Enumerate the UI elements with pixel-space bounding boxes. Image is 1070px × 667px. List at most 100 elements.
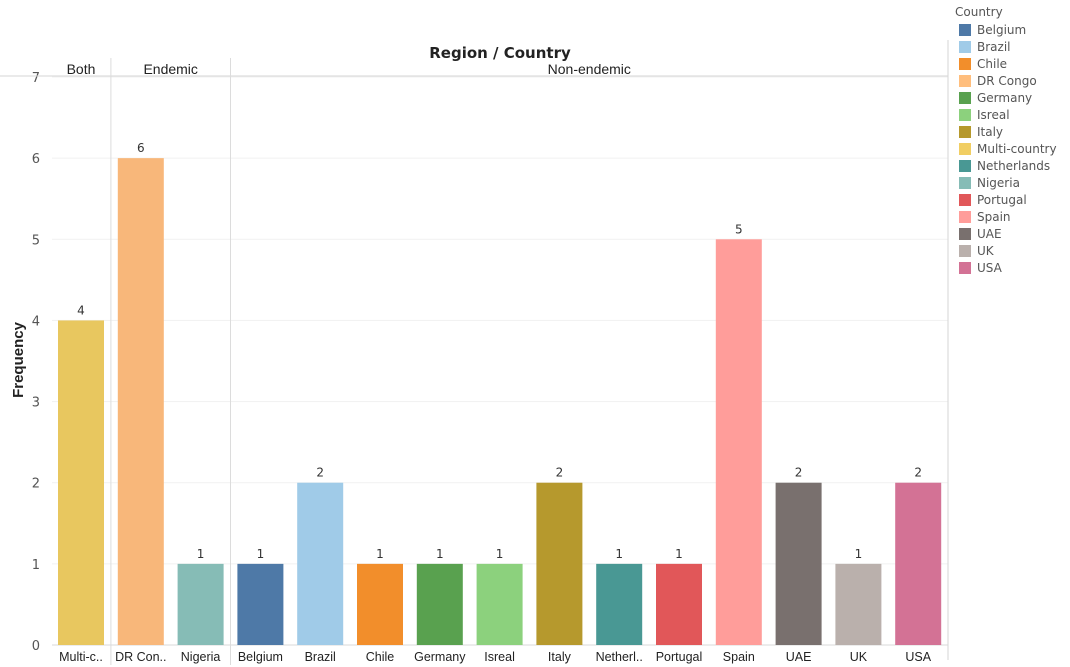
legend-item[interactable]: Brazil	[955, 38, 1067, 55]
legend-label: Germany	[977, 90, 1033, 105]
legend-item[interactable]: Italy	[955, 123, 1067, 140]
legend-label: Portugal	[977, 192, 1027, 207]
bars	[58, 158, 942, 646]
legend-swatch	[959, 125, 971, 138]
legend-label: UAE	[977, 226, 1002, 241]
legend-label: Belgium	[977, 22, 1027, 37]
y-tick-label: 7	[32, 71, 40, 86]
data-label: 2	[795, 466, 803, 480]
bar	[416, 563, 463, 645]
legend-item[interactable]: Belgium	[955, 21, 1067, 38]
legend-item[interactable]: Portugal	[955, 191, 1067, 208]
legend-items: Belgium Brazil Chile DR Congo Germany Isreal I…	[955, 21, 1067, 276]
region-label: Endemic	[143, 61, 197, 77]
legend-label: Spain	[977, 209, 1011, 224]
bar	[835, 563, 882, 645]
y-tick-label: 3	[32, 396, 40, 411]
legend-item[interactable]: UAE	[955, 225, 1067, 242]
legend-label: Multi-country	[977, 141, 1057, 156]
category-labels: Multi-c.. DR Con.. Nigeria Belgium Brazil Chi…	[59, 650, 932, 664]
legend-item[interactable]: UK	[955, 242, 1067, 259]
data-label: 1	[615, 547, 623, 561]
legend-label: Isreal	[977, 107, 1010, 122]
legend-label: Nigeria	[977, 175, 1020, 190]
legend-swatch	[959, 244, 971, 257]
category-label: DR Con..	[115, 650, 166, 664]
data-label: 2	[556, 466, 564, 480]
legend-swatch	[959, 57, 971, 70]
legend-item[interactable]: Multi-country	[955, 140, 1067, 157]
legend-swatch	[959, 40, 971, 53]
bar	[775, 482, 822, 645]
legend-swatch	[959, 227, 971, 240]
legend-item[interactable]: Germany	[955, 89, 1067, 106]
legend-item[interactable]: Nigeria	[955, 174, 1067, 191]
category-label: Germany	[414, 650, 466, 664]
data-label: 1	[675, 547, 683, 561]
legend-item[interactable]: Netherlands	[955, 157, 1067, 174]
y-axis-label: Frequency	[10, 321, 27, 398]
data-label: 1	[376, 547, 384, 561]
legend-swatch	[959, 176, 971, 189]
bar	[357, 563, 403, 645]
legend-swatch	[959, 74, 971, 87]
category-label: USA	[905, 650, 931, 664]
value-labels: 4 6 1 1 2 1 1 1 2 1 1 5 2 1 2	[77, 141, 922, 561]
legend-label: Italy	[977, 124, 1004, 139]
bar	[58, 320, 104, 645]
legend-swatch	[959, 193, 971, 206]
region-label: Non-endemic	[548, 61, 631, 77]
legend-swatch	[959, 23, 971, 36]
region-headers: Both Endemic Non-endemic	[0, 40, 949, 665]
bar	[117, 158, 164, 645]
legend-item[interactable]: Isreal	[955, 106, 1067, 123]
legend-label: USA	[977, 260, 1002, 275]
category-label: Netherl..	[596, 650, 643, 664]
category-label: Spain	[723, 650, 755, 664]
bar-chart: 0 1 2 3 4 5 6 7 Frequency Region / Country Both…	[0, 40, 949, 665]
y-tick-label: 0	[32, 639, 40, 654]
legend-swatch	[959, 210, 971, 223]
region-label: Both	[67, 61, 96, 77]
bar	[476, 563, 523, 645]
bar	[536, 482, 583, 645]
y-axis-ticks: 0 1 2 3 4 5 6 7	[32, 71, 40, 654]
category-label: Chile	[366, 650, 395, 664]
bar	[297, 482, 344, 645]
category-label: Nigeria	[181, 650, 221, 664]
data-label: 1	[436, 547, 444, 561]
bar	[715, 239, 762, 646]
y-tick-label: 6	[32, 152, 40, 167]
category-label: Belgium	[238, 650, 283, 664]
category-label: Brazil	[305, 650, 336, 664]
legend-item[interactable]: Spain	[955, 208, 1067, 225]
category-label: UK	[850, 650, 868, 664]
y-tick-label: 2	[32, 477, 40, 492]
legend-swatch	[959, 261, 971, 274]
data-label: 1	[496, 547, 504, 561]
y-tick-label: 4	[32, 314, 40, 329]
y-tick-label: 1	[32, 558, 40, 573]
category-label: Isreal	[484, 650, 515, 664]
category-label: Italy	[548, 650, 572, 664]
legend-label: Chile	[977, 56, 1008, 71]
legend-label: UK	[977, 243, 994, 258]
legend-item[interactable]: USA	[955, 259, 1067, 276]
bar	[177, 563, 224, 645]
data-label: 1	[257, 547, 265, 561]
data-label: 6	[137, 141, 145, 155]
bar	[596, 563, 643, 645]
legend: Country Belgium Brazil Chile DR Congo German…	[955, 4, 1067, 276]
category-label: Multi-c..	[59, 650, 103, 664]
legend-label: DR Congo	[977, 73, 1037, 88]
legend-swatch	[959, 108, 971, 121]
legend-item[interactable]: Chile	[955, 55, 1067, 72]
legend-swatch	[959, 159, 971, 172]
legend-swatch	[959, 142, 971, 155]
legend-item[interactable]: DR Congo	[955, 72, 1067, 89]
data-label: 2	[316, 466, 324, 480]
bar	[656, 563, 702, 645]
category-label: Portugal	[656, 650, 703, 664]
legend-title: Country	[955, 5, 1003, 19]
category-label: UAE	[786, 650, 812, 664]
